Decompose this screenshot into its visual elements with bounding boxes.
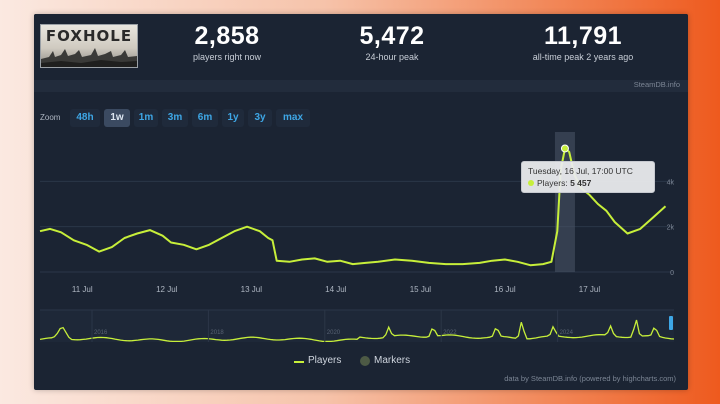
navigator-series-line — [39, 319, 675, 343]
chart-credit: data by SteamDB.info (powered by highcha… — [504, 374, 676, 383]
zoom-1m-button[interactable]: 1m — [134, 109, 158, 127]
zoom-3y-button[interactable]: 3y — [248, 109, 272, 127]
x-tick-label: 13 Jul — [241, 285, 263, 294]
legend-item-markers[interactable]: Markers — [374, 355, 411, 366]
hover-point — [560, 144, 569, 153]
navigator-year-label: 2016 — [94, 330, 108, 336]
navigator-year-label: 2020 — [327, 330, 341, 336]
steamdb-chart-card: FOXHOLE 2,858 players right now 5,472 24… — [34, 14, 688, 390]
stat-label: players right now — [192, 52, 262, 62]
navigator-year-label: 2022 — [443, 330, 457, 336]
stat-value: 2,858 — [194, 22, 260, 50]
y-tick-label: 4k — [667, 179, 675, 186]
x-tick-label: 15 Jul — [410, 285, 432, 294]
navigator-year-label: 2018 — [210, 330, 224, 336]
navigator-year-label: 2024 — [560, 330, 574, 336]
zoom-48h-button[interactable]: 48h — [70, 109, 100, 127]
x-tick-label: 14 Jul — [325, 285, 347, 294]
navigator-background — [40, 310, 674, 342]
game-logo[interactable]: FOXHOLE — [40, 24, 138, 68]
tooltip-row: Players: 5 457 — [528, 178, 591, 188]
zoom-label: Zoom — [40, 113, 61, 122]
y-tick-label: 2k — [667, 225, 675, 232]
stat-24h-peak: 5,472 24-hour peak — [317, 22, 467, 62]
x-tick-label: 16 Jul — [494, 285, 516, 294]
stat-players-now: 2,858 players right now — [152, 22, 302, 62]
navigator-handle — [669, 316, 673, 330]
chart-tooltip: Tuesday, 16 Jul, 17:00 UTC Players: 5 45… — [521, 161, 655, 193]
tooltip-series-dot — [528, 180, 534, 186]
zoom-1y-button[interactable]: 1y — [222, 109, 244, 127]
tooltip-date: Tuesday, 16 Jul, 17:00 UTC — [528, 166, 633, 176]
logo-text: FOXHOLE — [45, 27, 133, 45]
source-link[interactable]: SteamDB.info — [633, 80, 680, 89]
tooltip-series-name: Players: — [537, 178, 568, 188]
zoom-6m-button[interactable]: 6m — [192, 109, 218, 127]
x-tick-label: 11 Jul — [72, 285, 93, 294]
players-chart: 0 2k 4k 11 Jul 12 Jul 13 Jul 14 Jul 15 Jul 16 Ju… — [39, 132, 675, 343]
x-tick-label: 17 Jul — [579, 285, 601, 294]
zoom-1w-button[interactable]: 1w — [104, 109, 130, 127]
stat-value: 11,791 — [543, 22, 623, 50]
stat-label: all-time peak 2 years ago — [532, 52, 634, 62]
x-tick-label: 12 Jul — [156, 285, 178, 294]
tooltip-value: 5 457 — [570, 178, 592, 188]
zoom-max-button[interactable]: max — [276, 109, 310, 127]
stat-all-time-peak: 11,791 all-time peak 2 years ago — [508, 22, 658, 62]
legend-players-line-icon — [294, 361, 304, 363]
stat-label: 24-hour peak — [365, 52, 419, 62]
y-tick-label: 0 — [670, 270, 674, 277]
logo-soldiers-art — [41, 48, 137, 67]
zoom-3m-button[interactable]: 3m — [162, 109, 188, 127]
header: FOXHOLE 2,858 players right now 5,472 24… — [34, 14, 688, 84]
source-bar: SteamDB.info — [34, 80, 688, 92]
stat-value: 5,472 — [359, 22, 425, 50]
legend-markers-dot-icon — [360, 356, 370, 366]
legend-item-players[interactable]: Players — [308, 355, 342, 366]
